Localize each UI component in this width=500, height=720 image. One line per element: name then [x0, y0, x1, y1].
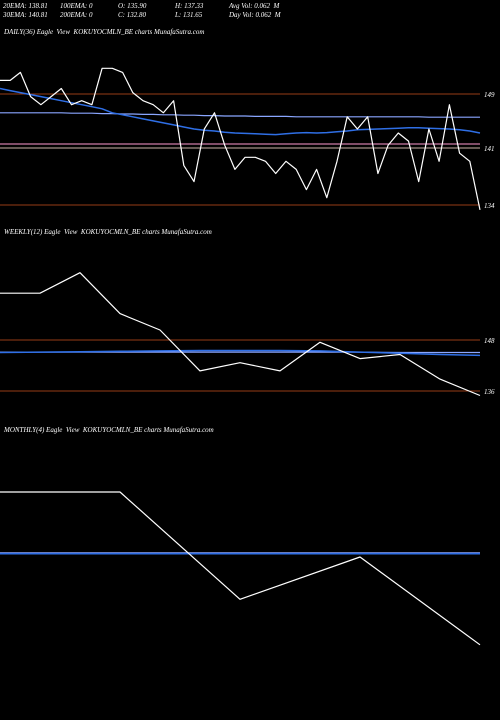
monthly-price-line: [0, 491, 481, 646]
monthly-chart-title: MONTHLY(4) Eagle View KOKUYOCMLN_BE char…: [4, 426, 214, 434]
daily-ema-fast-line: [0, 87, 481, 136]
stat-open: O: 135.90: [118, 2, 147, 10]
stat-low: L: 131.65: [175, 11, 203, 19]
weekly-ema-fast-line: [0, 349, 481, 357]
stat-avg-vol: Avg Vol: 0.062 M: [229, 2, 280, 10]
daily-chart-title: DAILY(36) Eagle View KOKUYOCMLN_BE chart…: [4, 28, 205, 36]
stat-200ema: 200EMA: 0: [60, 11, 93, 19]
stat-20ema: 20EMA: 138.81: [3, 2, 48, 10]
weekly-tick-label: 148: [484, 337, 495, 345]
daily-price-line: [0, 67, 481, 211]
daily-tick-label: 134: [484, 202, 495, 210]
daily-tick-label: 141: [484, 145, 495, 153]
stats-header: 20EMA: 138.81 100EMA: 0 O: 135.90 H: 137…: [0, 0, 500, 22]
stat-close: C: 132.80: [118, 11, 146, 19]
weekly-chart-title: WEEKLY(12) Eagle View KOKUYOCMLN_BE char…: [4, 228, 212, 236]
weekly-price-line: [0, 272, 481, 397]
daily-tick-label: 149: [484, 91, 495, 99]
daily-ema-slow-line: [0, 112, 480, 118]
stat-30ema: 30EMA: 140.81: [3, 11, 48, 19]
stat-day-vol: Day Vol: 0.062 M: [229, 11, 281, 19]
stat-high: H: 137.33: [175, 2, 204, 10]
stat-100ema: 100EMA: 0: [60, 2, 93, 10]
weekly-tick-label: 136: [484, 388, 495, 396]
